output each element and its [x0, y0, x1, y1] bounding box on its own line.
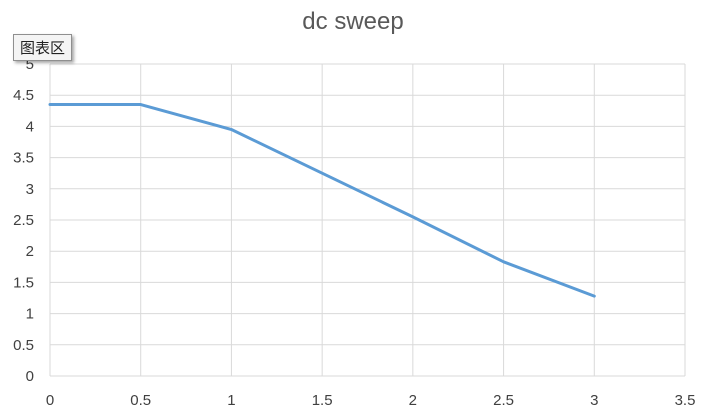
- y-tick-label: 5: [26, 56, 34, 73]
- y-tick-label: 3: [26, 181, 34, 198]
- y-tick-label: 1.5: [13, 274, 34, 291]
- series-line: [48, 103, 596, 298]
- x-tick-label: 0: [46, 392, 54, 409]
- y-tick-label: 2.5: [13, 212, 34, 229]
- y-tick-label: 4.5: [13, 87, 34, 104]
- x-tick-label: 1: [227, 392, 235, 409]
- x-tick-label: 3.5: [675, 392, 696, 409]
- y-tick-label: 2: [26, 243, 34, 260]
- x-tick-label: 3: [590, 392, 598, 409]
- x-tick-label: 2.5: [493, 392, 514, 409]
- x-tick-label: 2: [409, 392, 417, 409]
- x-tick-label: 0.5: [130, 392, 151, 409]
- chart-area-tooltip: 图表区: [13, 34, 73, 61]
- y-tick-label: 3.5: [13, 150, 34, 167]
- y-tick-label: 4: [26, 118, 34, 135]
- y-tick-label: 0: [26, 368, 34, 385]
- x-tick-label: 1.5: [312, 392, 333, 409]
- y-tick-label: 1: [26, 306, 34, 323]
- chart-title: dc sweep: [302, 8, 404, 35]
- y-tick-label: 0.5: [13, 337, 34, 354]
